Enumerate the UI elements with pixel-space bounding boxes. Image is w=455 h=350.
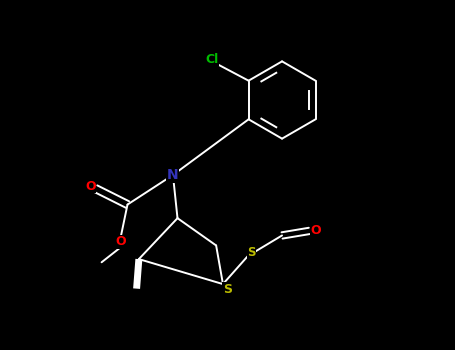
Text: O: O: [116, 235, 126, 248]
Text: N: N: [167, 168, 179, 182]
Text: O: O: [311, 224, 321, 237]
Text: S: S: [223, 283, 232, 296]
Text: S: S: [248, 246, 256, 259]
Text: Cl: Cl: [206, 53, 219, 66]
Text: O: O: [85, 180, 96, 193]
